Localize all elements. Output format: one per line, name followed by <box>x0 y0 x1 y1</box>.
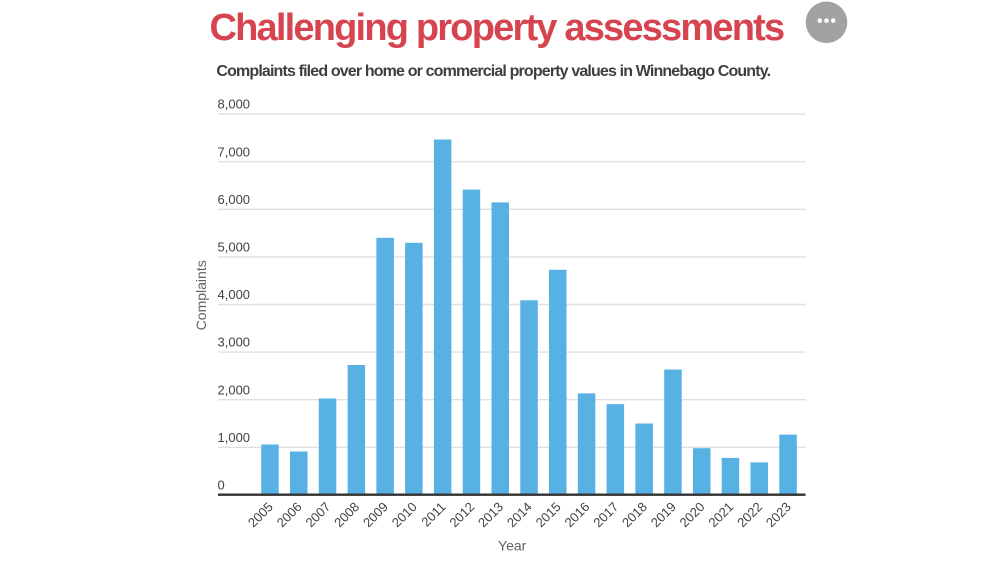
svg-text:8,000: 8,000 <box>218 97 251 112</box>
svg-text:Complaints: Complaints <box>193 260 209 330</box>
svg-text:Challenging property assessmen: Challenging property assessments <box>210 7 784 49</box>
svg-text:4,000: 4,000 <box>218 287 251 302</box>
svg-text:Complaints filed over home or: Complaints filed over home or commercial… <box>216 63 770 80</box>
svg-text:6,000: 6,000 <box>218 192 251 207</box>
svg-text:7,000: 7,000 <box>218 144 251 159</box>
svg-text:1,000: 1,000 <box>218 430 251 445</box>
svg-text:0: 0 <box>218 478 225 493</box>
svg-text:3,000: 3,000 <box>218 335 251 350</box>
svg-text:5,000: 5,000 <box>218 240 251 255</box>
svg-text:2,000: 2,000 <box>218 382 251 397</box>
svg-text:Year: Year <box>498 538 527 554</box>
